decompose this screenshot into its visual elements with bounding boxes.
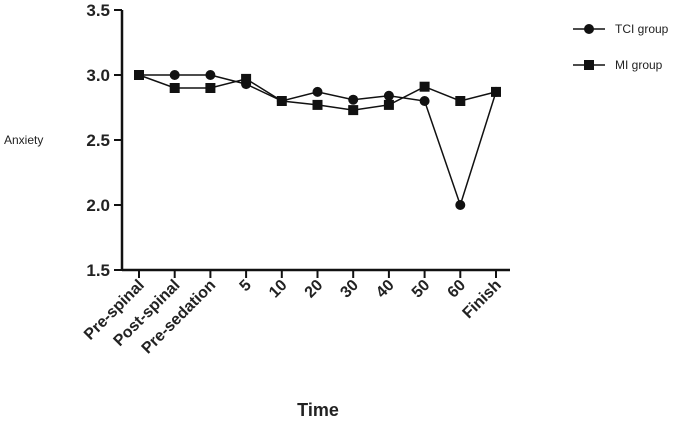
data-point [491,86,501,97]
legend: TCI group MI group [573,22,669,72]
legend-item: MI group [573,58,663,72]
legend-marker [584,60,594,70]
x-tick-label: 50 [409,277,434,302]
x-tick-label: 40 [373,277,398,302]
data-point [348,105,359,116]
data-point [169,70,180,80]
x-axis-title: Time [297,400,339,420]
x-tick-label: 30 [337,277,362,302]
y-tick-label: 3.0 [86,66,110,85]
legend-marker [584,24,594,34]
y-axis-title: Anxiety [4,133,43,147]
data-point [455,200,466,210]
legend-label: TCI group [615,22,669,36]
legend-label: MI group [615,58,663,72]
axes [120,10,510,272]
data-point [276,96,287,106]
data-point [383,90,394,101]
data-point [134,70,144,80]
data-point [419,81,430,92]
legend-item: TCI group [573,22,669,36]
data-point [312,99,323,110]
data-point [205,70,216,80]
x-tick-label: 10 [266,277,291,302]
y-tick-label: 2.5 [86,131,110,150]
data-point [383,99,394,110]
y-tick-labels: 1.5 2.0 2.5 3.0 3.5 [86,1,122,280]
data-point [348,94,359,105]
data-point [419,96,430,106]
series-layer [134,70,501,210]
x-tick-label: 60 [445,277,470,302]
x-tick-label: 5 [237,277,255,295]
x-tick-label: Finish [459,277,504,322]
y-tick-label: 1.5 [86,261,110,280]
series-1 [134,70,501,210]
x-tick-label: 20 [302,277,327,302]
y-tick-label: 2.0 [86,196,110,215]
data-point [455,96,466,106]
data-point [241,73,252,84]
data-point [169,83,180,93]
data-point [312,86,323,97]
data-point [205,83,216,93]
y-tick-label: 3.5 [86,1,110,20]
series-2 [134,70,501,116]
